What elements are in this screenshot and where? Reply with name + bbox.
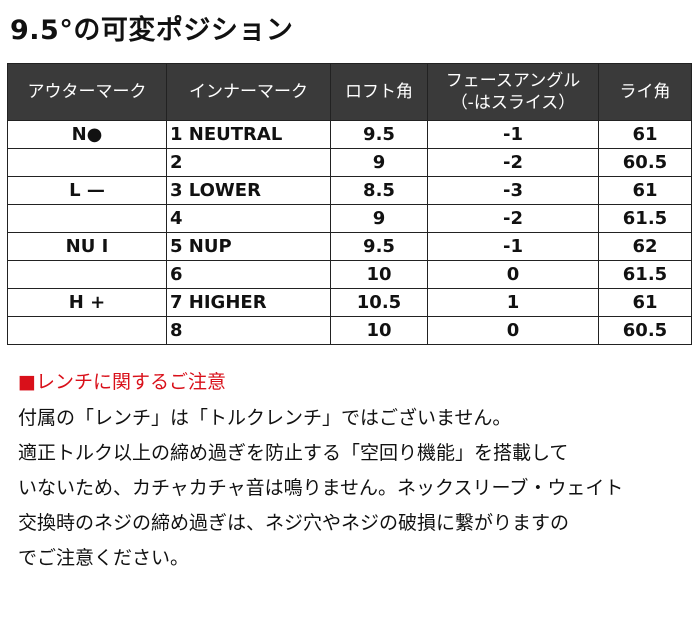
cell-loft: 9: [330, 148, 428, 177]
header-face-angle: フェースアングル （-はスライス）: [427, 63, 599, 121]
table-row: N● 1 NEUTRAL 9.5 -1 61: [7, 120, 692, 149]
cell-lie: 60.5: [598, 316, 692, 345]
cell-lie: 61: [598, 176, 692, 205]
table-header-row: アウターマーク インナーマーク ロフト角 フェースアングル （-はスライス） ラ…: [7, 63, 692, 121]
table-row: 6 10 0 61.5: [7, 260, 692, 289]
notice-line: でご注意ください。: [18, 547, 190, 569]
header-lie-angle: ライ角: [598, 63, 692, 121]
notice-line: 付属の「レンチ」は「トルクレンチ」ではございません。: [18, 407, 512, 429]
table-row: L — 3 LOWER 8.5 -3 61: [7, 176, 692, 205]
table-row: 8 10 0 60.5: [7, 316, 692, 345]
cell-lie: 61: [598, 288, 692, 317]
cell-face-angle: -1: [427, 232, 599, 261]
notice-line: 適正トルク以上の締め過ぎを防止する「空回り機能」を搭載して: [18, 442, 569, 464]
wrench-notice-body: 付属の「レンチ」は「トルクレンチ」ではございません。 適正トルク以上の締め過ぎを…: [18, 401, 688, 576]
cell-face-angle: -2: [427, 204, 599, 233]
cell-lie: 60.5: [598, 148, 692, 177]
cell-loft: 9: [330, 204, 428, 233]
header-loft-angle: ロフト角: [330, 63, 428, 121]
cell-loft: 9.5: [330, 120, 428, 149]
cell-lie: 61: [598, 120, 692, 149]
cell-face-angle: 1: [427, 288, 599, 317]
cell-inner-mark: 1 NEUTRAL: [166, 120, 331, 149]
cell-lie: 61.5: [598, 204, 692, 233]
cell-outer-mark: H +: [7, 288, 167, 317]
page-title: 9.5°の可変ポジション: [10, 15, 294, 46]
cell-inner-mark: 4: [166, 204, 331, 233]
cell-outer-mark: N●: [7, 120, 167, 149]
header-outer-mark: アウターマーク: [7, 63, 167, 121]
notice-line: 交換時のネジの締め過ぎは、ネジ穴やネジの破損に繋がりますの: [18, 512, 570, 534]
cell-loft: 10: [330, 260, 428, 289]
cell-inner-mark: 8: [166, 316, 331, 345]
wrench-notice-title: ■レンチに関するご注意: [18, 371, 226, 393]
cell-outer-mark: [7, 260, 167, 289]
cell-inner-mark: 3 LOWER: [166, 176, 331, 205]
cell-outer-mark: [7, 316, 167, 345]
cell-face-angle: 0: [427, 316, 599, 345]
position-table: アウターマーク インナーマーク ロフト角 フェースアングル （-はスライス） ラ…: [7, 63, 692, 345]
cell-loft: 8.5: [330, 176, 428, 205]
cell-face-angle: 0: [427, 260, 599, 289]
header-face-angle-line2: （-はスライス）: [450, 93, 576, 113]
cell-inner-mark: 2: [166, 148, 331, 177]
cell-lie: 62: [598, 232, 692, 261]
cell-loft: 9.5: [330, 232, 428, 261]
notice-line: いないため、カチャカチャ音は鳴りません。ネックスリーブ・ウェイト: [18, 477, 624, 499]
cell-inner-mark: 6: [166, 260, 331, 289]
cell-face-angle: -3: [427, 176, 599, 205]
cell-loft: 10.5: [330, 288, 428, 317]
cell-outer-mark: L —: [7, 176, 167, 205]
table-row: NU I 5 NUP 9.5 -1 62: [7, 232, 692, 261]
header-inner-mark: インナーマーク: [166, 63, 331, 121]
table-row: 4 9 -2 61.5: [7, 204, 692, 233]
cell-loft: 10: [330, 316, 428, 345]
cell-outer-mark: [7, 204, 167, 233]
cell-inner-mark: 5 NUP: [166, 232, 331, 261]
cell-outer-mark: [7, 148, 167, 177]
cell-face-angle: -1: [427, 120, 599, 149]
cell-lie: 61.5: [598, 260, 692, 289]
table-row: 2 9 -2 60.5: [7, 148, 692, 177]
cell-inner-mark: 7 HIGHER: [166, 288, 331, 317]
table-row: H + 7 HIGHER 10.5 1 61: [7, 288, 692, 317]
cell-face-angle: -2: [427, 148, 599, 177]
header-face-angle-line1: フェースアングル: [445, 71, 581, 91]
cell-outer-mark: NU I: [7, 232, 167, 261]
